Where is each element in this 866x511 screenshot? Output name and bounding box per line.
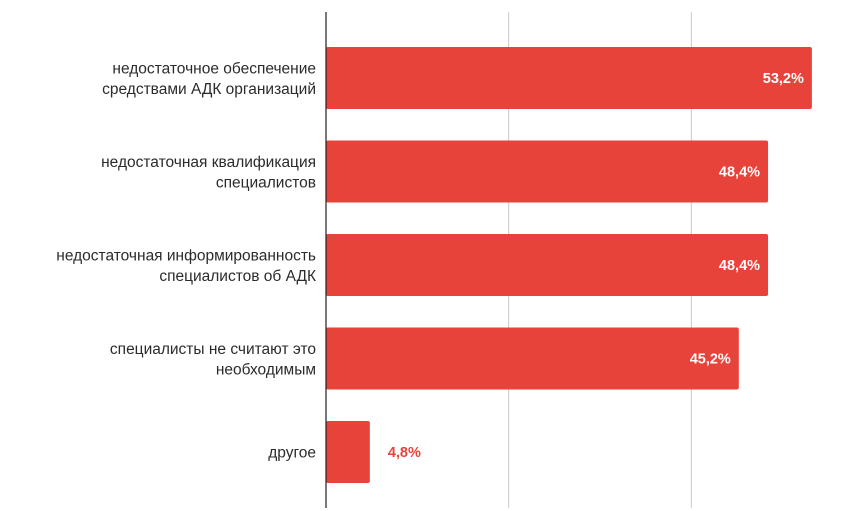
category-label-2: недостаточная информированность специалис… bbox=[56, 247, 316, 285]
bar-1 bbox=[326, 140, 769, 203]
category-label-4: другое bbox=[268, 445, 316, 462]
value-label-1: 48,4% bbox=[719, 165, 760, 181]
category-labels: недостаточное обеспечение средствами АДК … bbox=[56, 60, 316, 461]
bar-0 bbox=[326, 47, 812, 109]
value-label-4: 4,8% bbox=[388, 445, 421, 461]
bars bbox=[326, 47, 812, 483]
value-labels: 53,2% 48,4% 48,4% 45,2% 4,8% bbox=[388, 71, 804, 461]
value-label-3: 45,2% bbox=[690, 352, 731, 368]
category-label-1: недостаточная квалификация специалистов bbox=[101, 154, 316, 192]
bar-2 bbox=[326, 234, 769, 296]
bar-4 bbox=[326, 421, 370, 483]
category-label-0: недостаточное обеспечение средствами АДК … bbox=[102, 60, 316, 98]
value-label-0: 53,2% bbox=[763, 71, 804, 87]
bar-3 bbox=[326, 327, 739, 390]
value-label-2: 48,4% bbox=[719, 258, 760, 274]
category-label-3: специалисты не считают это необходимым bbox=[110, 341, 316, 379]
